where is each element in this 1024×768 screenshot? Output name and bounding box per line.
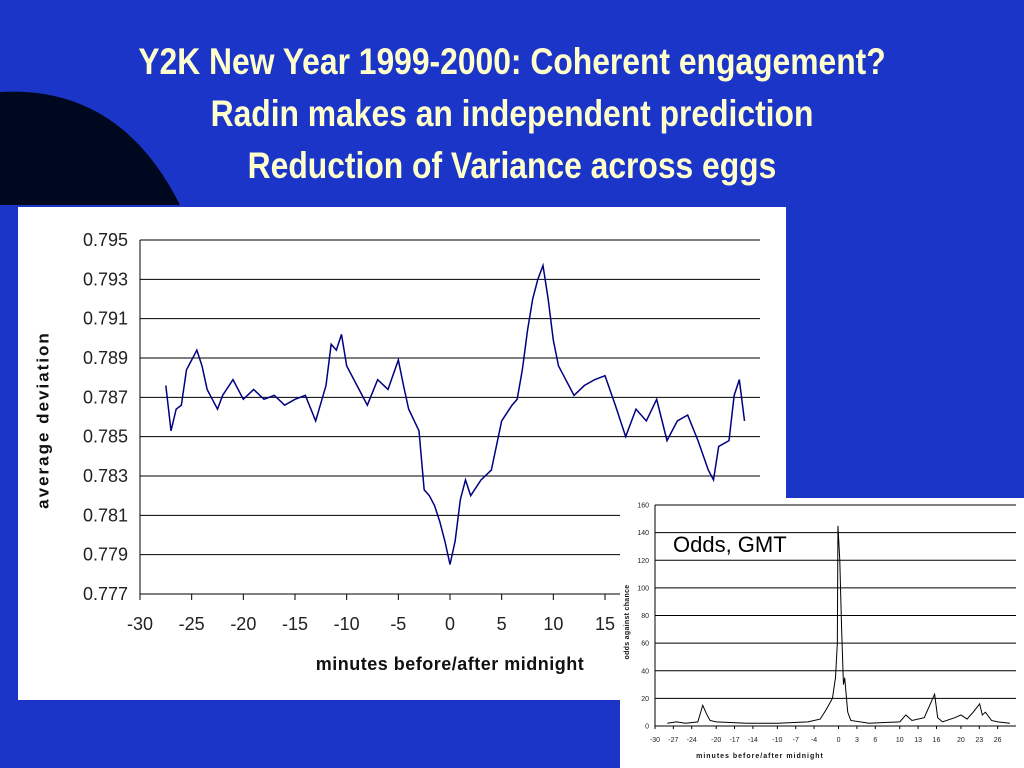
- x-tick-label: -10: [334, 614, 360, 634]
- x-tick-label: -30: [650, 737, 660, 744]
- x-tick-label: -10: [772, 737, 782, 744]
- y-tick-label: 0.781: [83, 505, 128, 525]
- y-tick-label: 40: [641, 668, 649, 675]
- x-tick-label: 23: [975, 737, 983, 744]
- slide-title: Reduction of Variance across eggs: [248, 146, 777, 187]
- x-tick-label: -20: [230, 614, 256, 634]
- y-axis-label: odds against chance: [624, 585, 631, 660]
- y-tick-label: 120: [637, 558, 649, 565]
- y-tick-label: 0.789: [83, 348, 128, 368]
- x-tick-label: 0: [837, 737, 841, 744]
- annotation: Odds, GMT: [673, 532, 787, 557]
- x-tick-label: 10: [896, 737, 904, 744]
- decor-arc: [0, 91, 180, 205]
- x-tick-label: -24: [687, 737, 697, 744]
- x-tick-label: -5: [390, 614, 406, 634]
- x-tick-label: -17: [729, 737, 739, 744]
- x-tick-label: 15: [595, 614, 615, 634]
- data-line: [667, 525, 1010, 724]
- y-tick-label: 0.777: [83, 584, 128, 604]
- x-tick-label: -30: [127, 614, 153, 634]
- x-tick-label: -20: [711, 737, 721, 744]
- x-axis-label: minutes before/after midnight: [696, 753, 824, 760]
- x-tick-label: 3: [855, 737, 859, 744]
- x-tick-label: -14: [748, 737, 758, 744]
- chart: 0.777 0.779 0.781 0.783 0.785 0.787 0.789 0.791…: [18, 207, 786, 700]
- slide-title: Radin makes an independent prediction: [211, 94, 814, 135]
- y-tick-label: 100: [637, 585, 649, 592]
- y-tick-label: 0.791: [83, 309, 128, 329]
- y-tick-label: 0.787: [83, 387, 128, 407]
- x-tick-label: 10: [543, 614, 563, 634]
- x-tick-label: -15: [282, 614, 308, 634]
- y-tick-label: 80: [641, 613, 649, 620]
- y-tick-label: 160: [637, 503, 649, 510]
- x-tick-label: 5: [497, 614, 507, 634]
- y-tick-label: 0.783: [83, 466, 128, 486]
- x-tick-label: 13: [914, 737, 922, 744]
- x-tick-label: -25: [179, 614, 205, 634]
- y-tick-label: 140: [637, 530, 649, 537]
- x-tick-label: 6: [873, 737, 877, 744]
- x-tick-label: 26: [994, 737, 1002, 744]
- x-tick-label: -27: [668, 737, 678, 744]
- x-tick-label: 20: [957, 737, 965, 744]
- y-tick-label: 0.795: [83, 230, 128, 250]
- x-tick-label: -4: [811, 737, 817, 744]
- slide-title: Y2K New Year 1999-2000: Coherent engagem…: [138, 42, 885, 83]
- y-axis-label: average deviation: [33, 331, 52, 509]
- x-axis-label: minutes before/after midnight: [316, 654, 585, 674]
- x-tick-label: 0: [445, 614, 455, 634]
- y-tick-label: 0.785: [83, 427, 128, 447]
- y-tick-label: 0.779: [83, 545, 128, 565]
- y-tick-label: 0.793: [83, 269, 128, 289]
- data-line: [165, 262, 746, 565]
- y-tick-label: 20: [641, 696, 649, 703]
- x-tick-label: -7: [793, 737, 799, 744]
- x-tick-label: 16: [933, 737, 941, 744]
- y-tick-label: 60: [641, 641, 649, 648]
- y-tick-label: 0: [645, 724, 649, 731]
